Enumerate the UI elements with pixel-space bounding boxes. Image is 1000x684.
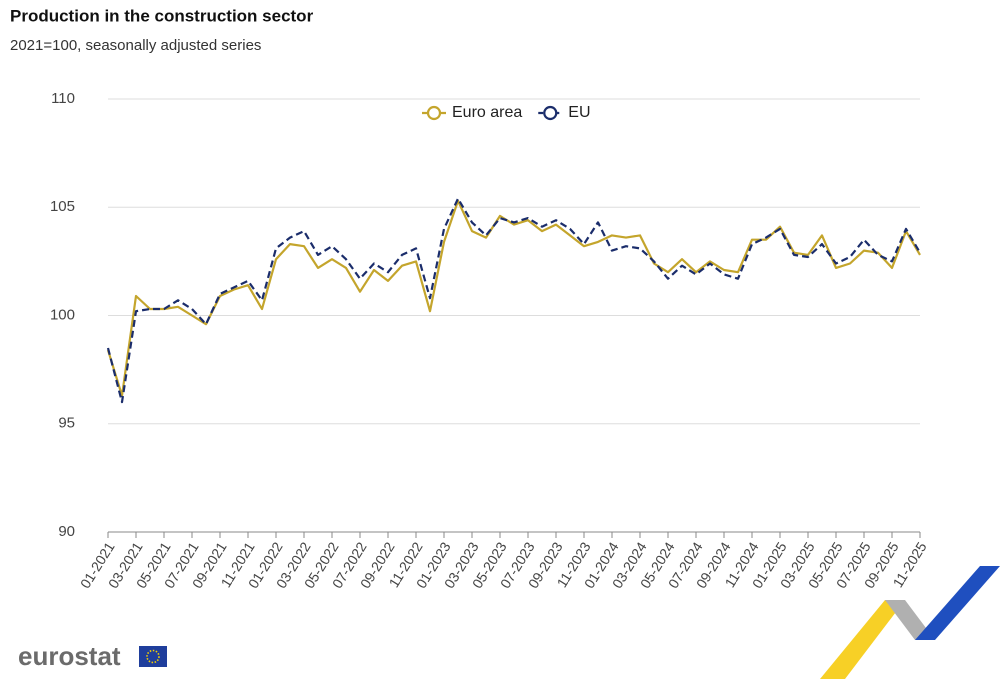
y-tick-label: 100 bbox=[50, 306, 75, 323]
y-tick-label: 110 bbox=[51, 90, 75, 107]
legend-marker bbox=[543, 105, 558, 121]
eu-flag bbox=[139, 646, 167, 667]
y-tick-label: 90 bbox=[58, 523, 75, 540]
chart-subtitle: 2021=100, seasonally adjusted series bbox=[10, 37, 261, 54]
y-tick-label: 95 bbox=[58, 415, 75, 432]
legend-marker bbox=[426, 105, 442, 121]
decor-stripes bbox=[820, 566, 1000, 679]
logo-text: eurostat bbox=[18, 641, 121, 671]
chart-title: Production in the construction sector bbox=[10, 6, 314, 25]
legend-label: EU bbox=[568, 104, 590, 121]
legend: Euro area EU bbox=[422, 104, 591, 121]
legend-label: Euro area bbox=[452, 104, 522, 121]
series-line bbox=[106, 197, 921, 404]
y-tick-label: 105 bbox=[50, 198, 75, 215]
